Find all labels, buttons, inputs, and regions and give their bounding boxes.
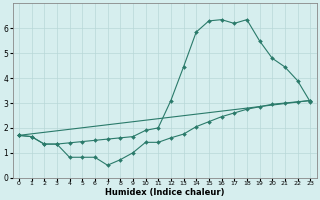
X-axis label: Humidex (Indice chaleur): Humidex (Indice chaleur) (105, 188, 224, 197)
